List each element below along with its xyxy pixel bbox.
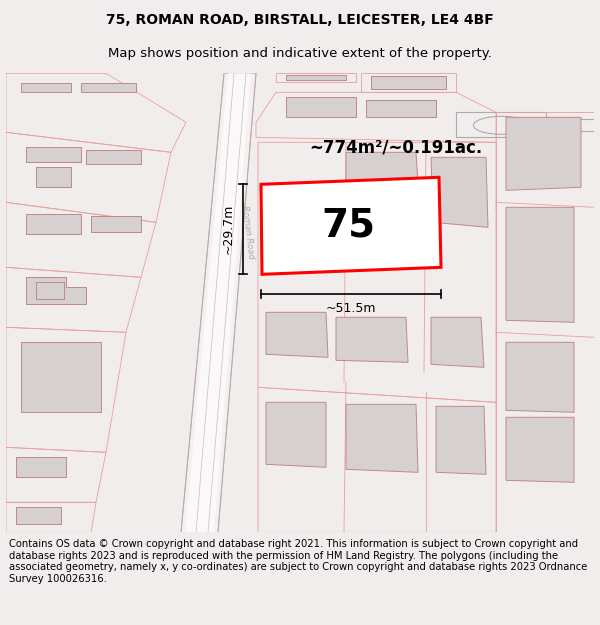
Polygon shape [286,75,346,80]
Polygon shape [16,508,61,524]
Polygon shape [346,404,418,472]
Polygon shape [286,98,356,118]
Text: ~29.7m: ~29.7m [222,204,235,254]
Polygon shape [436,406,486,474]
Polygon shape [506,118,581,190]
Polygon shape [185,73,251,532]
Polygon shape [366,100,436,118]
Text: ~774m²/~0.191ac.: ~774m²/~0.191ac. [310,138,482,156]
Polygon shape [506,208,574,322]
Polygon shape [346,152,421,228]
Polygon shape [36,282,64,299]
Polygon shape [431,158,488,228]
Polygon shape [266,312,328,358]
Polygon shape [26,214,81,234]
Polygon shape [336,318,408,362]
Polygon shape [21,83,71,92]
Polygon shape [26,148,81,162]
Polygon shape [266,402,326,468]
Polygon shape [181,73,256,532]
Polygon shape [506,342,574,412]
Polygon shape [81,83,136,92]
Polygon shape [261,177,441,274]
Text: 75, ROMAN ROAD, BIRSTALL, LEICESTER, LE4 4BF: 75, ROMAN ROAD, BIRSTALL, LEICESTER, LE4… [106,13,494,27]
Text: ~51.5m: ~51.5m [326,302,376,315]
Polygon shape [26,278,86,304]
Polygon shape [371,76,446,89]
Polygon shape [16,458,66,478]
Text: Map shows position and indicative extent of the property.: Map shows position and indicative extent… [108,48,492,61]
Polygon shape [21,342,101,412]
Polygon shape [506,418,574,482]
Polygon shape [91,216,141,232]
Text: 75: 75 [321,206,375,244]
Polygon shape [431,318,484,368]
Polygon shape [86,150,141,164]
Text: Roman Road: Roman Road [240,205,256,259]
Text: Contains OS data © Crown copyright and database right 2021. This information is : Contains OS data © Crown copyright and d… [9,539,587,584]
Polygon shape [36,168,71,187]
